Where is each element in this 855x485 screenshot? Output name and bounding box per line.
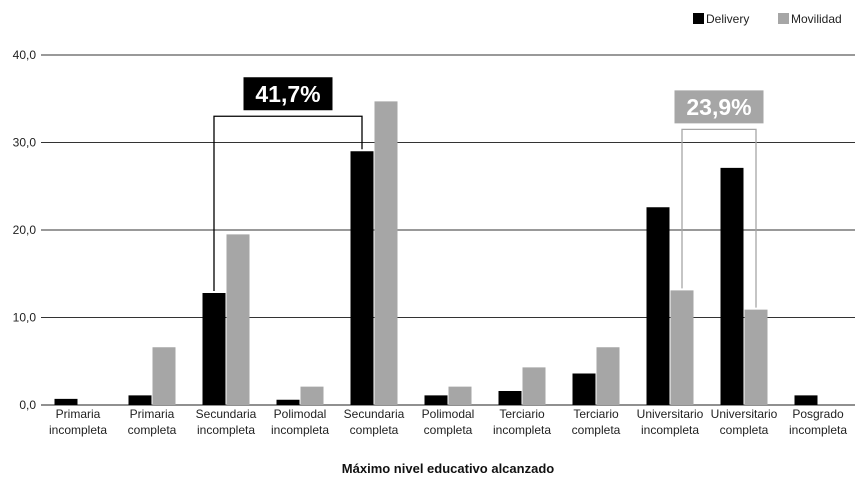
legend-swatch bbox=[778, 13, 789, 24]
bar-delivery bbox=[202, 293, 226, 405]
annotation-label: 23,9% bbox=[686, 94, 751, 120]
bar-movilidad bbox=[522, 367, 546, 405]
bar-delivery bbox=[498, 391, 522, 405]
bar-movilidad bbox=[670, 290, 694, 405]
x-category-label: Secundaria completa bbox=[344, 407, 405, 437]
x-axis-categories: Primaria incompleta Primaria completa Secund… bbox=[49, 407, 847, 437]
y-tick-label: 30,0 bbox=[13, 136, 37, 150]
bar-delivery bbox=[276, 399, 300, 405]
annotation-bracket bbox=[213, 115, 363, 291]
bar-delivery bbox=[794, 395, 818, 405]
x-category-label: Secundaria incompleta bbox=[196, 407, 257, 437]
y-tick-label: 0,0 bbox=[19, 398, 36, 412]
bar-movilidad bbox=[374, 101, 398, 405]
bar-delivery bbox=[720, 167, 744, 405]
x-category-label: Terciario completa bbox=[572, 407, 621, 437]
bar-movilidad bbox=[744, 309, 768, 405]
y-tick-label: 40,0 bbox=[13, 48, 37, 62]
x-category-label: Terciario incompleta bbox=[493, 407, 551, 437]
x-category-label: Primaria completa bbox=[128, 407, 177, 437]
y-tick-label: 20,0 bbox=[13, 223, 37, 237]
bar-movilidad bbox=[152, 347, 176, 405]
bar-movilidad bbox=[596, 347, 620, 405]
bar-delivery bbox=[424, 395, 448, 405]
x-category-label: Primaria incompleta bbox=[49, 407, 107, 437]
legend-label: Movilidad bbox=[791, 12, 842, 26]
x-category-label: Posgrado incompleta bbox=[789, 407, 847, 437]
bars bbox=[54, 101, 818, 405]
bar-delivery bbox=[646, 207, 670, 405]
bar-delivery bbox=[128, 395, 152, 405]
legend: Delivery Movilidad bbox=[693, 12, 842, 26]
x-axis-label: Máximo nivel educativo alcanzado bbox=[342, 461, 554, 476]
x-category-label: Universitario completa bbox=[711, 407, 778, 437]
x-category-label: Universitario incompleta bbox=[637, 407, 704, 437]
y-tick-label: 10,0 bbox=[13, 311, 37, 325]
annotation-box bbox=[243, 77, 333, 111]
x-category-label: Polimodal completa bbox=[422, 407, 475, 437]
bar-delivery bbox=[572, 373, 596, 405]
bar-movilidad bbox=[226, 234, 250, 405]
annotation-label: 41,7% bbox=[255, 81, 320, 107]
bar-movilidad bbox=[448, 386, 472, 405]
bar-movilidad bbox=[300, 386, 324, 405]
y-axis-ticks: 0,0 10,0 20,0 30,0 40,0 bbox=[13, 48, 37, 412]
annotation-box bbox=[674, 90, 764, 124]
legend-swatch bbox=[693, 13, 704, 24]
annotation-bracket bbox=[681, 128, 757, 308]
grid-lines bbox=[41, 54, 855, 406]
legend-label: Delivery bbox=[706, 12, 749, 26]
x-category-label: Polimodal incompleta bbox=[271, 407, 329, 437]
bar-delivery bbox=[350, 151, 374, 405]
annotations: 41,7% 23,9% bbox=[213, 77, 764, 308]
bar-delivery bbox=[54, 398, 78, 405]
